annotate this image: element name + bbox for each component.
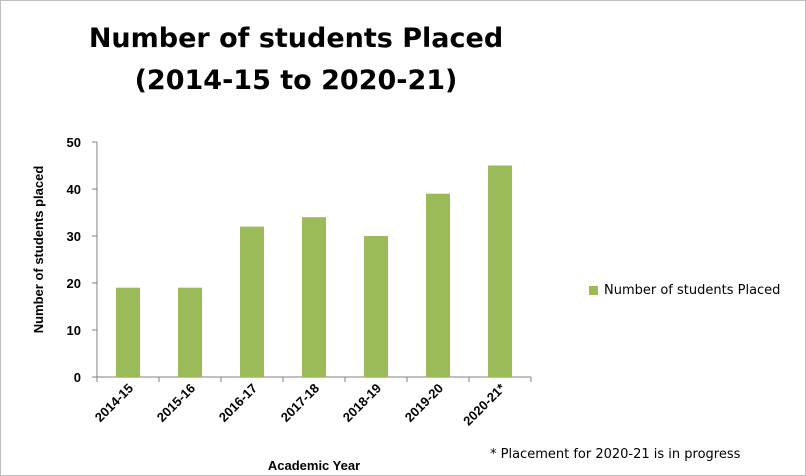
- footnote: * Placement for 2020-21 is in progress: [490, 447, 741, 462]
- x-tick-label: 2014-15: [92, 381, 136, 425]
- legend-swatch: [589, 286, 598, 295]
- y-axis-title: Number of students placed: [31, 166, 46, 334]
- x-tick-label: 2018-19: [340, 381, 384, 425]
- x-tick-label: 2016-17: [216, 381, 260, 425]
- legend-label: Number of students Placed: [604, 283, 781, 298]
- x-tick-label: 2017-18: [278, 381, 322, 425]
- y-tick-label: 30: [67, 229, 81, 244]
- y-tick-label: 20: [67, 276, 81, 291]
- x-axis-title: Academic Year: [268, 458, 360, 473]
- bar: [426, 193, 450, 377]
- y-tick-label: 50: [67, 135, 81, 150]
- bar: [240, 226, 264, 377]
- bar: [364, 236, 388, 377]
- x-tick-label: 2015-16: [154, 381, 198, 425]
- x-tick-label: 2020-21*: [460, 380, 509, 429]
- y-tick-label: 10: [67, 323, 81, 338]
- y-tick-label: 40: [67, 182, 81, 197]
- bar: [488, 165, 512, 377]
- chart-title-line-2: (2014-15 to 2020-21): [134, 65, 458, 96]
- chart-title-line-1: Number of students Placed: [88, 23, 504, 54]
- bar: [178, 287, 202, 377]
- bar: [302, 217, 326, 377]
- legend: Number of students Placed: [589, 283, 780, 298]
- bar: [116, 287, 140, 377]
- y-tick-label: 0: [74, 370, 81, 385]
- x-tick-label: 2019-20: [402, 381, 446, 425]
